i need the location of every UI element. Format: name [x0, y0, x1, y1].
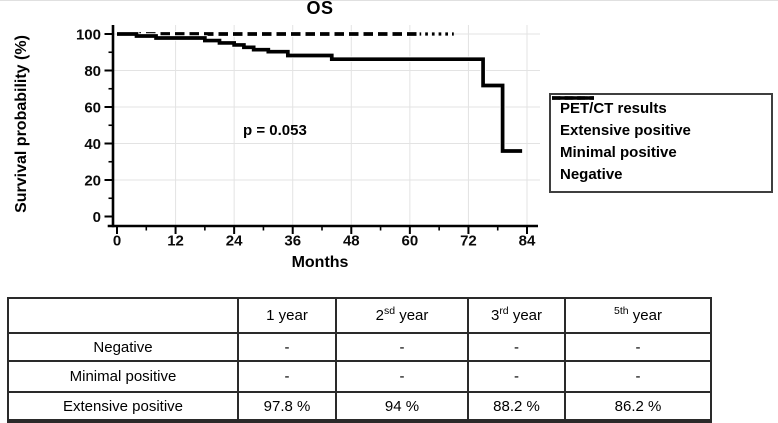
legend-item-label: Negative: [560, 165, 623, 183]
row-label: Minimal positive: [7, 360, 239, 393]
column-header-1-year: 1 year: [237, 297, 337, 334]
x-tick-label: 24: [226, 233, 243, 250]
legend-box: PET/CT results Extensive positive Minima…: [549, 93, 773, 193]
dotted-line-sample-icon: [552, 96, 594, 100]
cell: -: [467, 332, 566, 362]
column-header-3-year: 3rd year: [467, 297, 566, 334]
y-tick-label: 80: [84, 63, 101, 80]
y-tick-label: 60: [84, 100, 101, 117]
y-tick-label: 40: [84, 136, 101, 153]
chart-title: OS: [306, 0, 334, 18]
x-tick-label: 0: [113, 233, 121, 250]
km-curve-underlay-extensive-positive: [117, 31, 523, 154]
row-label: Negative: [7, 332, 239, 362]
column-header-2-year: 2sd year: [335, 297, 469, 334]
legend-item-minimal-positive: Minimal positive: [552, 96, 762, 161]
legend-item-extensive-positive: Extensive positive: [552, 96, 762, 139]
table-row-minimal-positive: Minimal positive - - - -: [7, 360, 712, 393]
corner-cell: [7, 297, 239, 334]
y-tick-label: 20: [84, 173, 101, 190]
cell: -: [564, 332, 712, 362]
table-row-negative: Negative - - - -: [7, 332, 712, 362]
km-plot-svg: 0 12 24 36 48 60 72 84 0 20 40 60 80 100: [76, 25, 540, 250]
legend-item-label: Extensive positive: [560, 121, 691, 139]
legend-item-negative: Negative: [552, 96, 762, 183]
column-header-5-year: 5th year: [564, 297, 712, 334]
survival-rates-table: 1 year 2sd year 3rd year 5th year Negati…: [7, 297, 712, 423]
cell: -: [237, 360, 337, 393]
legend-item-label: Minimal positive: [560, 143, 677, 161]
table-header-row: 1 year 2sd year 3rd year 5th year: [7, 297, 712, 334]
x-tick-label: 36: [284, 233, 301, 250]
x-tick-label: 72: [460, 233, 477, 250]
cell: -: [564, 360, 712, 393]
os-survival-chart: 0 12 24 36 48 60 72 84 0 20 40 60 80 100 OS Survival …: [0, 0, 778, 293]
x-axis-label: Months: [291, 254, 349, 271]
x-tick-label: 12: [167, 233, 184, 250]
x-tick-label: 84: [519, 233, 536, 250]
cell: -: [335, 360, 469, 393]
legend-title: PET/CT results: [560, 100, 667, 117]
cell: -: [335, 332, 469, 362]
cell: -: [237, 332, 337, 362]
p-value-annotation: p = 0.053: [243, 122, 307, 139]
cell: -: [467, 360, 566, 393]
km-curve-extensive-positive: [117, 32, 523, 153]
x-tick-label: 48: [343, 233, 360, 250]
y-tick-label: 0: [93, 209, 101, 226]
y-tick-label: 100: [76, 27, 101, 44]
y-axis-label: Survival probability (%): [13, 35, 30, 213]
x-tick-label: 60: [402, 233, 419, 250]
